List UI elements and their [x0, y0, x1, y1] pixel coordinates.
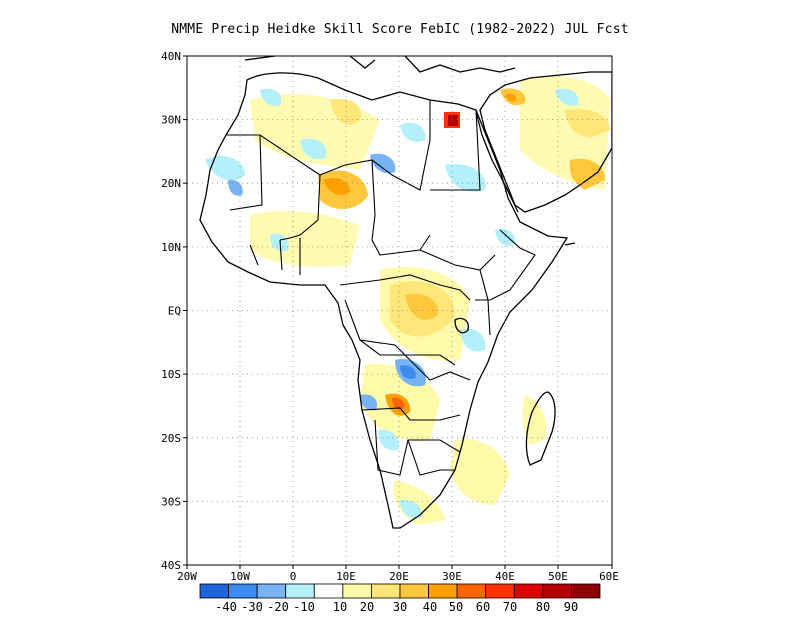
colorbar-label: -40 [215, 600, 237, 614]
colorbar-label: 90 [564, 600, 578, 614]
skill-patch-angola-zambia [400, 365, 416, 379]
map-title: NMME Precip Heidke Skill Score FebIC (19… [171, 22, 629, 37]
x-tick-label: 10W [230, 570, 250, 583]
colorbar-swatch [456, 583, 487, 599]
country-borders [226, 100, 536, 476]
colorbar-swatch [285, 583, 315, 599]
x-tick-label: 30E [442, 570, 462, 583]
x-tick-label: 10E [336, 570, 356, 583]
x-tick-label: 20W [177, 570, 197, 583]
colorbar-label: -30 [241, 600, 263, 614]
y-tick-label: 20N [161, 177, 181, 190]
y-tick-label: 20S [161, 432, 181, 445]
y-tick-label: 40S [161, 559, 181, 572]
colorbar-swatch [199, 583, 229, 599]
colorbar-swatch [256, 583, 287, 599]
x-tick-label: 40E [495, 570, 515, 583]
y-tick-label: 10N [161, 241, 181, 254]
y-tick-label: 30N [161, 114, 181, 127]
colorbar [199, 583, 601, 599]
colorbar-label: 70 [503, 600, 517, 614]
colorbar-label: 80 [536, 600, 550, 614]
colorbar-swatch [571, 583, 601, 599]
colorbar-label: 40 [423, 600, 437, 614]
y-tick-label: 10S [161, 368, 181, 381]
colorbar-swatch [428, 583, 458, 599]
colorbar-swatch [485, 583, 515, 599]
colorbar-label: 30 [393, 600, 407, 614]
colorbar-labels: -40 -30 -20 -10 10 20 30 40 50 60 70 80 … [215, 600, 578, 614]
colorbar-label: 50 [449, 600, 463, 614]
colorbar-swatch [399, 583, 429, 599]
coastlines [199, 56, 612, 529]
x-tick-label: 0 [290, 570, 297, 583]
skill-patch-mauritania [228, 179, 243, 196]
y-tick-label: EQ [168, 305, 181, 318]
x-tick-label: 60E [599, 570, 619, 583]
colorbar-label: 10 [333, 600, 347, 614]
y-tick-label: 40N [161, 50, 181, 63]
grid-lines [187, 56, 612, 565]
colorbar-swatch [371, 583, 401, 599]
colorbar-swatch [313, 583, 344, 599]
colorbar-swatch [342, 583, 372, 599]
skill-field [205, 76, 610, 525]
colorbar-swatch [513, 583, 544, 599]
y-tick-label: 30S [161, 495, 181, 508]
y-tick-marks [183, 55, 187, 566]
colorbar-swatch [542, 583, 572, 599]
colorbar-label: -20 [267, 600, 289, 614]
colorbar-label: 20 [360, 600, 374, 614]
x-tick-marks [186, 565, 613, 569]
x-tick-label: 20E [389, 570, 409, 583]
colorbar-label: 60 [476, 600, 490, 614]
colorbar-swatch [228, 583, 258, 599]
x-tick-label: 50E [548, 570, 568, 583]
colorbar-label: -10 [293, 600, 315, 614]
